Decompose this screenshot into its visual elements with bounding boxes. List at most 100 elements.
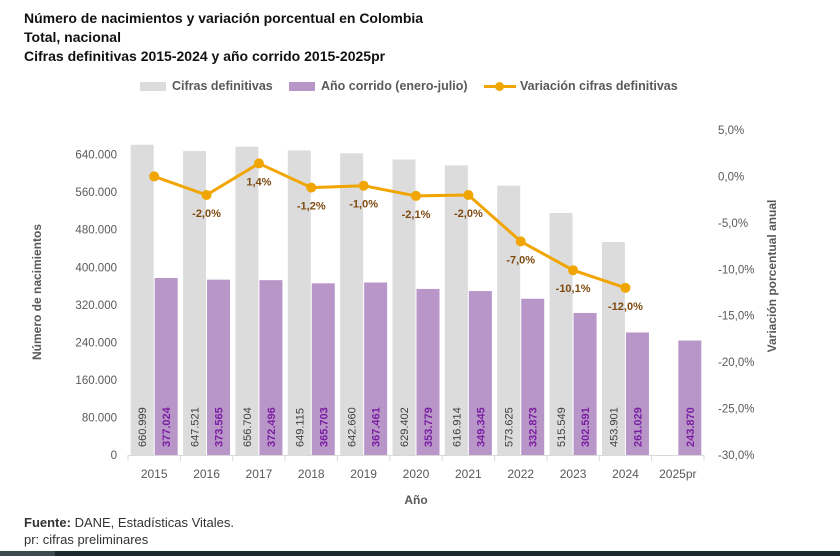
bar-cifras-definitivas [392, 159, 416, 455]
bar-ano-corrido [468, 291, 492, 455]
bar-cifras-definitivas [235, 146, 259, 455]
data-label-corrido: 365.703 [318, 407, 330, 447]
legend-item-definitivas[interactable]: Cifras definitivas [140, 79, 273, 93]
data-label-corrido: 302.591 [580, 407, 592, 447]
legend-swatch-corrido [289, 81, 315, 91]
point-variacion [568, 265, 579, 276]
legend-swatch-definitivas [140, 81, 166, 91]
data-label-definitivas: 515.549 [556, 407, 568, 447]
data-label-variacion: -12,0% [608, 301, 643, 313]
bottom-strip-segment [0, 551, 55, 556]
bar-cifras-definitivas [183, 151, 207, 455]
x-tick-label: 2016 [193, 467, 220, 481]
point-variacion [306, 182, 317, 193]
bar-ano-corrido [573, 312, 597, 455]
data-label-variacion: -7,0% [506, 254, 535, 266]
bar-ano-corrido [521, 298, 545, 455]
data-label-variacion: -2,1% [402, 209, 431, 221]
x-tick-label: 2021 [455, 467, 482, 481]
data-label-definitivas: 649.115 [294, 408, 306, 447]
x-tick-label: 2020 [403, 467, 430, 481]
data-label-variacion: 1,4% [246, 176, 271, 188]
point-variacion [515, 236, 526, 247]
chart-title-block: Número de nacimientos y variación porcen… [24, 9, 423, 66]
y-tick-label: 160.000 [75, 375, 117, 387]
data-label-definitivas: 453.901 [608, 407, 620, 447]
data-label-corrido: 367.461 [371, 407, 383, 447]
y2-tick-label: -20,0% [718, 357, 754, 369]
bar-ano-corrido [364, 282, 388, 455]
data-label-definitivas: 616.914 [451, 407, 463, 447]
x-tick-label: 2019 [350, 467, 377, 481]
bar-cifras-definitivas [287, 150, 311, 455]
y-tick-label: 400.000 [75, 262, 117, 274]
bar-ano-corrido [416, 288, 440, 455]
y-tick-label: 640.000 [75, 150, 117, 162]
y2-tick-label: -25,0% [718, 404, 754, 416]
legend-label: Variación cifras definitivas [520, 79, 678, 93]
data-label-definitivas: 660.999 [137, 407, 149, 447]
footer: Fuente: DANE, Estadísticas Vitales. pr: … [24, 514, 234, 548]
line-variacion [153, 161, 626, 290]
x-tick-label: 2015 [141, 467, 168, 481]
bar-ano-corrido [259, 280, 283, 455]
x-axis-title: Año [404, 493, 427, 507]
data-label-definitivas: 629.402 [399, 407, 411, 447]
y-axis-title: Número de nacimientos [30, 224, 44, 360]
data-label-definitivas: 573.625 [504, 407, 516, 447]
point-variacion [149, 171, 160, 182]
data-label-variacion: -10,1% [556, 283, 591, 295]
bar-cifras-definitivas [130, 144, 154, 455]
point-variacion [463, 190, 474, 200]
chart-title: Número de nacimientos y variación porcen… [24, 10, 424, 26]
legend-item-corrido[interactable]: Año corrido (enero-julio) [289, 79, 468, 93]
preliminary-note: pr: cifras preliminares [24, 532, 149, 547]
legend-item-variacion[interactable]: Variación cifras definitivas [484, 79, 678, 93]
y2-tick-label: 5,0% [718, 125, 744, 137]
x-tick-label: 2018 [298, 467, 325, 481]
data-label-corrido: 372.496 [266, 407, 278, 447]
y-tick-label: 240.000 [75, 337, 117, 349]
source-label: Fuente: [24, 515, 71, 530]
bar-ano-corrido [207, 279, 231, 455]
y-tick-label: 0 [111, 450, 117, 462]
x-tick-label: 2022 [507, 467, 534, 481]
bar-cifras-definitivas [444, 165, 468, 456]
data-label-corrido: 349.345 [475, 407, 487, 447]
legend-label: Cifras definitivas [172, 79, 273, 93]
data-label-variacion: -2,0% [454, 208, 483, 220]
point-variacion [620, 282, 631, 293]
x-tick-label: 2025pr [659, 467, 696, 481]
point-variacion [411, 190, 421, 201]
y2-axis-title: Variación porcentual anual [765, 200, 779, 353]
legend-label: Año corrido (enero-julio) [321, 79, 468, 93]
legend-swatch-variacion [484, 80, 516, 92]
y2-tick-label: -5,0% [718, 218, 748, 230]
source-text: DANE, Estadísticas Vitales. [70, 515, 234, 530]
y2-tick-label: -30,0% [718, 450, 754, 462]
data-label-variacion: -1,2% [297, 201, 326, 213]
point-variacion [253, 158, 264, 169]
y-tick-label: 560.000 [75, 187, 117, 199]
data-label-definitivas: 642.660 [347, 407, 359, 447]
bar-ano-corrido [678, 340, 702, 455]
chart-subtitle: Total, nacional [24, 29, 121, 45]
bar-ano-corrido [625, 332, 649, 455]
data-label-corrido: 261.029 [632, 407, 644, 447]
bar-cifras-definitivas [601, 241, 625, 455]
bar-cifras-definitivas [497, 185, 521, 455]
source-note: Fuente: DANE, Estadísticas Vitales. [24, 514, 234, 531]
y2-tick-label: 0,0% [718, 171, 744, 183]
x-tick-label: 2017 [246, 467, 273, 481]
bar-ano-corrido [311, 283, 335, 455]
y2-tick-label: -10,0% [718, 264, 754, 276]
x-tick-label: 2024 [612, 467, 639, 481]
data-label-corrido: 332.873 [528, 407, 540, 447]
data-label-definitivas: 647.521 [190, 407, 202, 447]
y-tick-label: 80.000 [82, 412, 117, 424]
data-label-variacion: -2,0% [192, 208, 221, 220]
data-label-corrido: 243.870 [685, 407, 697, 447]
data-label-corrido: 377.024 [161, 406, 173, 447]
bar-cifras-definitivas [549, 213, 573, 455]
